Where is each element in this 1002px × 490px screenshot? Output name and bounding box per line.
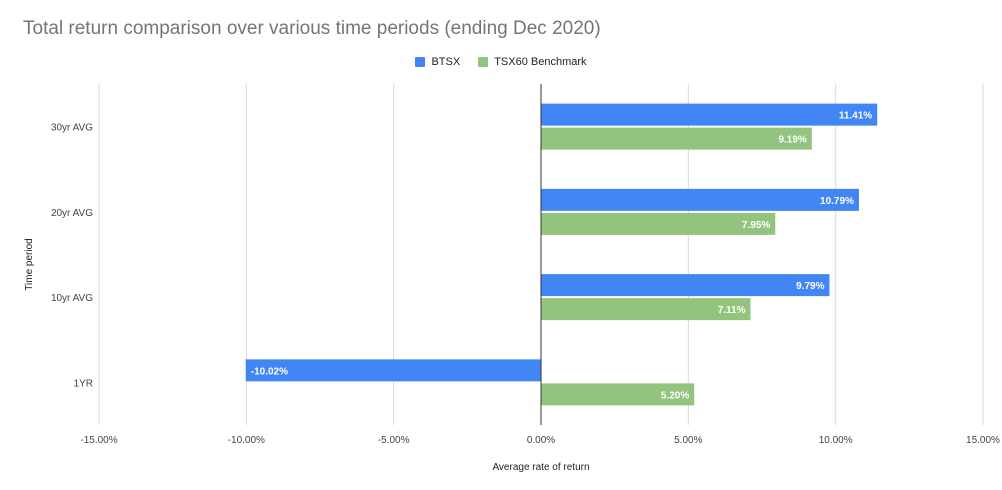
- legend-label-btsx: BTSX: [431, 56, 461, 68]
- bar-tsx60: [541, 298, 751, 321]
- bar-btsx: [541, 103, 878, 126]
- legend-label-tsx60: TSX60 Benchmark: [494, 56, 587, 68]
- bar-tsx60: [541, 127, 812, 150]
- y-category-label: 30yr AVG: [51, 123, 93, 134]
- x-tick-label: -10.00%: [228, 435, 265, 446]
- chart-title: Total return comparison over various tim…: [23, 18, 601, 39]
- y-axis-title: Time period: [24, 238, 35, 290]
- bar-btsx: [541, 274, 830, 297]
- bar-btsx: [541, 188, 859, 211]
- data-label-tsx60: 7.95%: [742, 220, 770, 231]
- legend-item-btsx[interactable]: BTSX: [415, 56, 460, 68]
- bar-tsx60: [541, 383, 695, 406]
- x-tick-label: 15.00%: [966, 435, 1000, 446]
- data-label-btsx: -10.02%: [251, 366, 288, 377]
- data-label-tsx60: 5.20%: [661, 390, 689, 401]
- data-label-btsx: 11.41%: [839, 111, 872, 122]
- y-category-label: 20yr AVG: [51, 208, 93, 219]
- y-category-label: 1YR: [74, 378, 93, 389]
- x-tick-label: 10.00%: [819, 435, 853, 446]
- x-tick-label: 5.00%: [674, 435, 702, 446]
- legend-item-tsx60[interactable]: TSX60 Benchmark: [478, 56, 587, 68]
- x-tick-label: -15.00%: [80, 435, 117, 446]
- y-category-label: 10yr AVG: [51, 293, 93, 304]
- x-tick-label: -5.00%: [378, 435, 410, 446]
- legend-swatch-btsx: [415, 57, 426, 67]
- legend-swatch-tsx60: [478, 57, 489, 67]
- x-tick-label: 0.00%: [527, 435, 555, 446]
- data-label-tsx60: 9.19%: [778, 135, 806, 146]
- data-label-tsx60: 7.11%: [718, 305, 746, 316]
- legend: BTSX TSX60 Benchmark: [0, 53, 1002, 71]
- bar-btsx: [245, 359, 541, 382]
- x-axis-title: Average rate of return: [492, 462, 589, 473]
- data-label-btsx: 10.79%: [820, 196, 854, 207]
- data-label-btsx: 9.79%: [796, 281, 824, 292]
- bar-tsx60: [541, 212, 776, 235]
